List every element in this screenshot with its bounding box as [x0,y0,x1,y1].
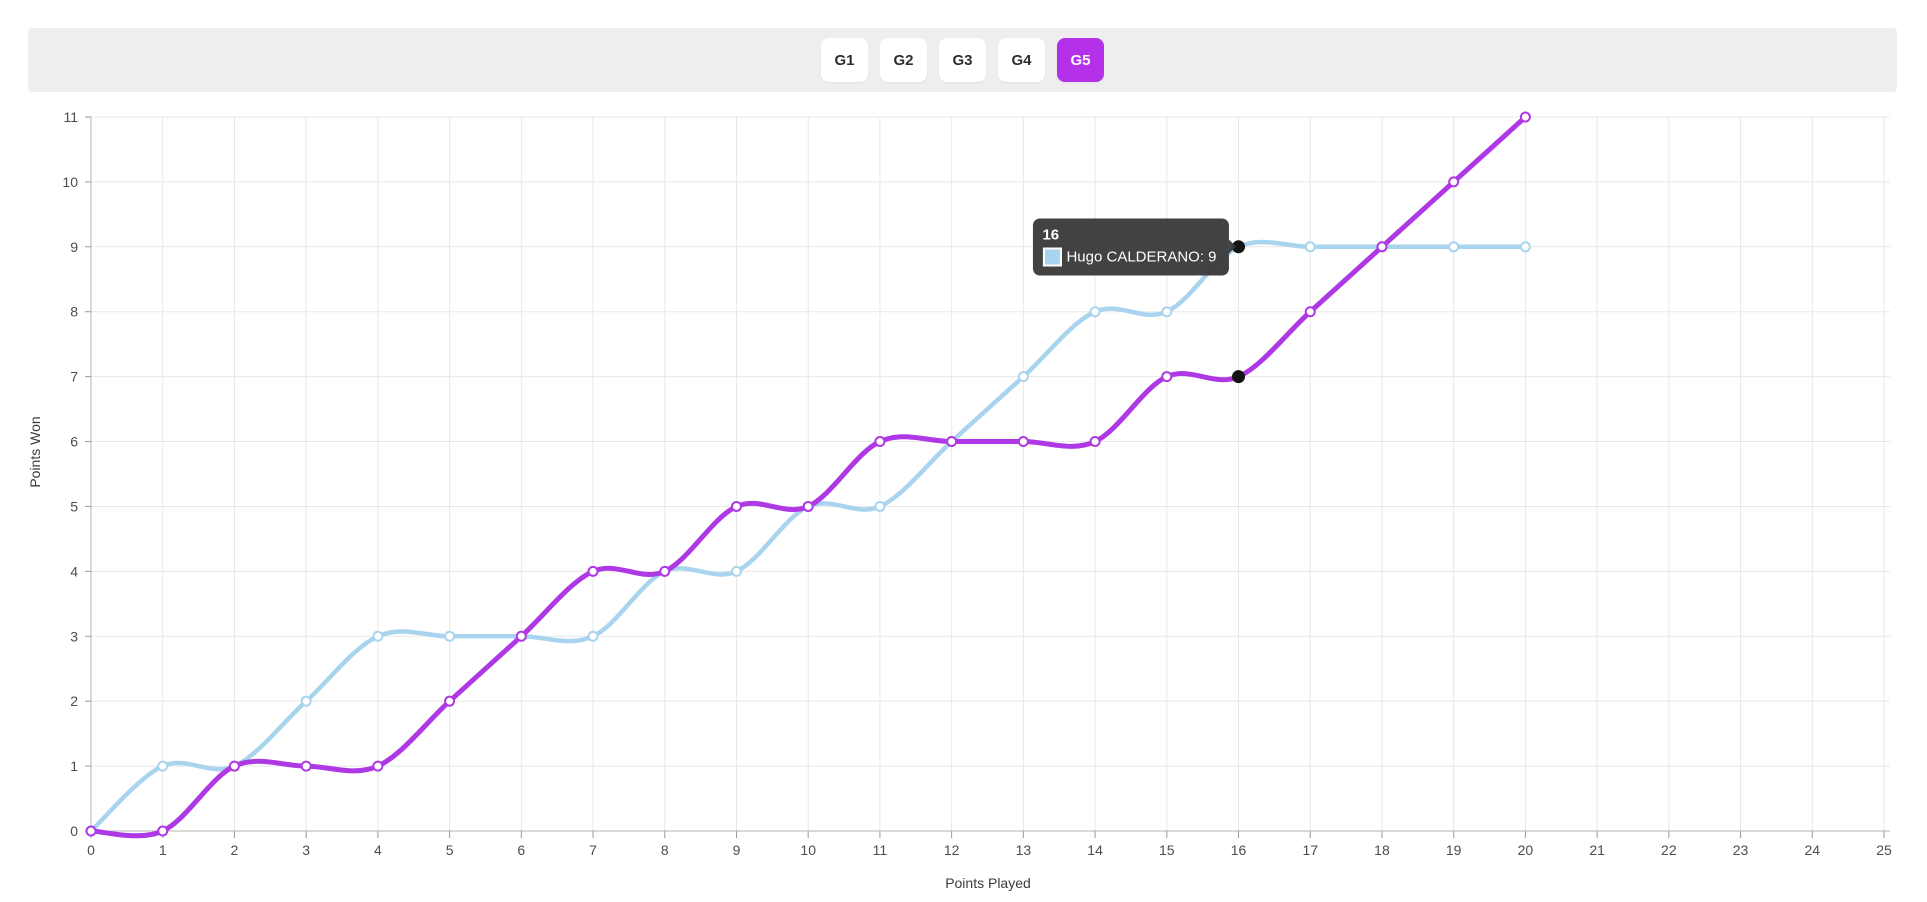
x-tick-label: 11 [873,842,888,858]
y-tick-label: 6 [70,434,78,450]
y-tick-label: 8 [70,304,78,320]
tick-layer [85,116,1885,838]
tooltip-series-text: Hugo CALDERANO: 9 [1066,248,1217,266]
data-point-marker[interactable] [1017,371,1029,383]
y-tick-label: 0 [70,823,78,839]
data-point-marker[interactable] [1089,436,1101,448]
data-point-marker[interactable] [874,436,886,448]
data-point-marker[interactable] [372,630,384,642]
x-tick-label: 0 [87,842,95,858]
data-point-marker[interactable] [1161,371,1173,383]
x-tick-label: 16 [1231,842,1247,858]
data-point-marker[interactable] [1089,306,1101,318]
x-tick-label: 15 [1159,842,1175,858]
data-point-marker[interactable] [1304,306,1316,318]
tab-g5[interactable]: G5 [1057,38,1104,82]
tooltip-x-value: 16 [1042,226,1060,244]
x-tick-label: 19 [1446,842,1462,858]
data-point-marker[interactable] [802,500,814,512]
y-tick-label: 4 [70,563,78,579]
chart-tooltip: 16 Hugo CALDERANO: 9 [1032,218,1236,276]
y-tick-label: 3 [70,628,78,644]
data-point-marker[interactable] [1519,241,1531,253]
data-point-marker[interactable] [228,760,240,772]
data-point-marker[interactable] [587,630,599,642]
game-tab-bar: G1 G2 G3 G4 G5 [28,28,1897,92]
data-point-marker[interactable] [300,695,312,707]
x-tick-label: 6 [517,842,525,858]
x-tick-label: 1 [159,842,167,858]
x-tick-label: 9 [733,842,741,858]
data-point-marker[interactable] [1376,241,1388,253]
tab-g3[interactable]: G3 [939,38,986,82]
data-point-marker[interactable] [1161,306,1173,318]
x-tick-label: 17 [1302,842,1318,858]
tooltip-arrow-icon [1228,239,1236,254]
tab-g4[interactable]: G4 [998,38,1045,82]
y-tick-label: 7 [70,369,78,385]
y-tick-label: 1 [70,758,78,774]
x-tick-label: 14 [1087,842,1103,858]
data-point-marker[interactable] [444,695,456,707]
data-point-marker[interactable] [515,630,527,642]
tooltip-series-row: Hugo CALDERANO: 9 [1042,247,1217,267]
tab-g2[interactable]: G2 [880,38,927,82]
x-tick-label: 7 [589,842,597,858]
y-tick-label: 10 [62,174,78,190]
data-point-marker[interactable] [157,760,169,772]
x-tick-label: 23 [1733,842,1749,858]
data-point-marker[interactable] [444,630,456,642]
data-point-marker[interactable] [300,760,312,772]
grid-layer [90,116,1890,832]
y-tick-label: 5 [70,498,78,514]
tab-g1[interactable]: G1 [821,38,868,82]
x-tick-label: 3 [302,842,310,858]
data-point-marker[interactable] [372,760,384,772]
y-axis-title: Points Won [27,416,43,487]
data-point-marker[interactable] [1017,436,1029,448]
data-point-marker[interactable] [1519,111,1531,123]
tooltip-series-swatch [1042,247,1062,267]
x-tick-label: 2 [231,842,239,858]
x-tick-label: 13 [1016,842,1032,858]
data-point-marker[interactable] [874,500,886,512]
y-tick-label: 9 [70,239,78,255]
data-point-marker[interactable] [85,825,97,837]
y-tick-label: 11 [63,109,78,125]
x-tick-label: 25 [1876,842,1892,858]
x-tick-label: 10 [800,842,816,858]
data-point-marker[interactable] [157,825,169,837]
x-tick-label: 18 [1374,842,1390,858]
data-point-marker[interactable] [946,436,958,448]
x-tick-label: 24 [1804,842,1820,858]
x-tick-label: 20 [1518,842,1534,858]
x-tick-label: 8 [661,842,669,858]
axis-layer [86,116,1890,832]
data-point-marker[interactable] [587,565,599,577]
x-tick-label: 5 [446,842,454,858]
data-point-marker[interactable] [730,500,742,512]
x-tick-label: 21 [1589,842,1605,858]
data-point-marker[interactable] [730,565,742,577]
marker-layer [85,111,1531,837]
tick-label-layer: 0 1 2 3 4 5 6 7 8 9 10 11 12 13 14 15 16 17 18 19 20 21 22 23 24… [62,109,1892,858]
data-point-marker[interactable] [659,565,671,577]
x-axis-title: Points Played [945,875,1031,891]
data-point-marker[interactable] [1448,176,1460,188]
x-tick-label: 22 [1661,842,1677,858]
data-point-marker[interactable] [1448,241,1460,253]
y-tick-label: 2 [70,693,78,709]
x-tick-label: 4 [374,842,382,858]
hovered-point-dot[interactable] [1232,370,1246,384]
x-tick-label: 12 [944,842,960,858]
data-point-marker[interactable] [1304,241,1316,253]
